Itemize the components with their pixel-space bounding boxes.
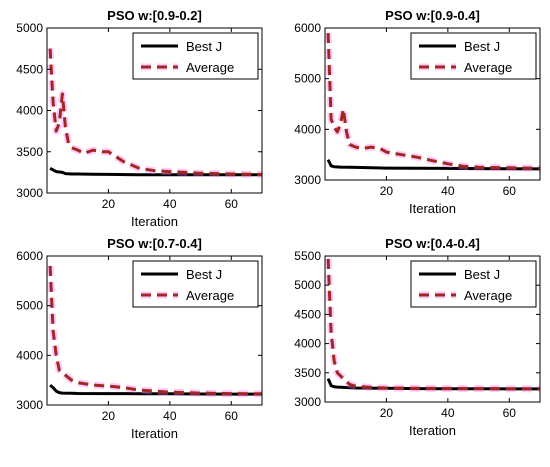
series-line-best-j [49, 166, 262, 177]
y-tick-label: 6000 [294, 21, 321, 35]
x-axis-label: Iteration [131, 214, 178, 229]
x-tick-label: 60 [225, 409, 239, 423]
legend-label: Best J [464, 39, 500, 54]
x-axis-label: Iteration [409, 423, 456, 438]
series-line-average [48, 48, 262, 176]
y-tick-label: 5500 [294, 249, 321, 263]
legend-label: Average [186, 60, 234, 75]
y-tick-label: 3500 [16, 145, 43, 159]
y-tick-label: 3000 [294, 395, 321, 409]
series-line-best-j [49, 383, 262, 396]
axes-box [324, 27, 541, 181]
legend: Best J Average [410, 260, 537, 308]
legend-box [132, 32, 259, 80]
legend-label: Best J [186, 39, 222, 54]
chart-panel-2: PSO w:[0.9-0.4] 20 40 60 3000 4000 5000 6000 Ite… [294, 8, 541, 216]
y-tick-label: 6000 [16, 249, 43, 263]
legend-label: Best J [186, 267, 222, 282]
legend-label: Best J [464, 267, 500, 282]
series-line-average [48, 265, 262, 396]
x-tick-label: 60 [503, 406, 517, 420]
chart-panel-3: PSO w:[0.7-0.4] 20 40 60 3000 4000 5000 6000 Ite… [16, 236, 263, 441]
x-axis-label: Iteration [131, 426, 178, 441]
legend: Best J Average [132, 32, 259, 80]
y-tick-label: 5000 [294, 72, 321, 86]
y-tick-label: 4000 [294, 122, 321, 136]
axes-box [46, 255, 263, 406]
y-tick-label: 4000 [16, 348, 43, 362]
chart-panel-4: PSO w:[0.4-0.4] 20 40 60 3000 3500 4000 4500 500… [294, 236, 541, 438]
legend: Best J Average [132, 260, 259, 308]
legend-label: Average [464, 288, 512, 303]
y-tick-label: 3500 [294, 366, 321, 380]
x-tick-label: 40 [441, 406, 455, 420]
y-tick-label: 5000 [294, 278, 321, 292]
y-tick-label: 3000 [294, 173, 321, 187]
x-tick-label: 40 [163, 409, 177, 423]
series-line-average [326, 258, 540, 391]
chart-title: PSO w:[0.4-0.4] [385, 236, 480, 251]
x-tick-label: 40 [441, 184, 455, 198]
axes-box [324, 255, 541, 403]
chart-title: PSO w:[0.7-0.4] [107, 236, 202, 251]
y-tick-label: 4000 [294, 337, 321, 351]
y-tick-label: 5000 [16, 21, 43, 35]
plot-lines [325, 258, 540, 393]
x-tick-label: 60 [503, 184, 517, 198]
x-tick-label: 20 [102, 409, 116, 423]
chart-panel-1: PSO w:[0.9-0.2] 20 40 60 3000 3500 4000 4500 500… [16, 8, 263, 229]
chart-title: PSO w:[0.9-0.2] [107, 8, 202, 23]
y-tick-label: 4500 [294, 307, 321, 321]
y-tick-label: 3000 [16, 186, 43, 200]
chart-title: PSO w:[0.9-0.4] [385, 8, 480, 23]
y-tick-label: 3000 [16, 398, 43, 412]
plot-lines [47, 48, 262, 178]
x-tick-label: 20 [102, 197, 116, 211]
y-tick-label: 5000 [16, 299, 43, 313]
legend-label: Average [464, 60, 512, 75]
legend: Best J Average [410, 32, 537, 80]
x-tick-label: 60 [225, 197, 239, 211]
legend-box [410, 32, 537, 80]
series-line-average [326, 33, 540, 170]
x-axis-label: Iteration [409, 201, 456, 216]
legend-box [410, 260, 537, 308]
legend-box [132, 260, 259, 308]
x-tick-label: 40 [163, 197, 177, 211]
plot-lines [325, 32, 540, 172]
plot-lines [47, 265, 262, 398]
legend-label: Average [186, 288, 234, 303]
y-tick-label: 4500 [16, 62, 43, 76]
x-tick-label: 20 [380, 184, 394, 198]
x-tick-label: 20 [380, 406, 394, 420]
y-tick-label: 4000 [16, 104, 43, 118]
